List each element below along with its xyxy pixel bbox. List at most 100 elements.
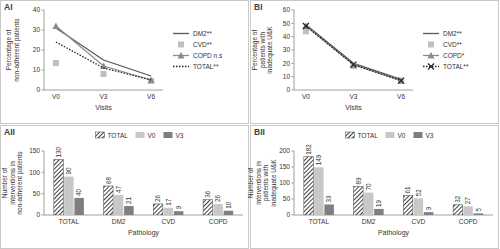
y-tick (292, 23, 295, 24)
series-marker (350, 61, 357, 67)
y-tick-label: 0 (36, 211, 40, 218)
data-label: 182 (305, 144, 312, 155)
bar (374, 209, 383, 215)
series-marker (52, 23, 59, 30)
legend-label: TOTAL (108, 132, 129, 139)
y-axis-label: Number ofinterventions inpatients within… (247, 159, 278, 207)
y-tick (42, 50, 45, 51)
legend-label: V0 (398, 132, 406, 139)
plot-area (302, 23, 404, 84)
x-tick-label: CVD (412, 218, 426, 225)
y-tick-label: 100 (279, 179, 290, 186)
legend: DM2**CVD**COPD n.sTOTAL** (173, 30, 223, 70)
legend-marker (428, 42, 434, 48)
series-line (56, 28, 151, 76)
x-tick-label: V0 (52, 93, 60, 100)
legend-label: TOTAL** (443, 63, 469, 70)
y-axis-label-line: inadequate U&K (270, 159, 278, 207)
legend-marker (428, 52, 435, 59)
bar (324, 204, 333, 215)
x-axis-label: Pathology (378, 229, 410, 237)
x-axis-line (294, 215, 493, 216)
legend-marker (428, 64, 434, 70)
y-tick (292, 36, 295, 37)
y-axis-label-line: non-adherent patients (16, 151, 24, 215)
legend-label: TOTAL (358, 132, 379, 139)
legend: DM2**CVD**COPD*TOTAL** (423, 30, 469, 70)
data-label: 19 (375, 199, 382, 207)
series-line (56, 26, 151, 80)
x-tick-label: V6 (397, 93, 405, 100)
y-tick (292, 151, 295, 152)
series-marker (53, 60, 59, 66)
x-tick-label: TOTAL (309, 218, 330, 225)
legend-label: DM2** (193, 30, 212, 37)
panel-title: AII (4, 127, 15, 137)
legend-swatch (136, 132, 145, 138)
series-marker (398, 78, 404, 84)
legend: TOTALV0V3 (346, 132, 434, 139)
y-axis-label: Percentage ofpatients withinadequate U&K (251, 26, 274, 74)
x-axis-line (294, 90, 413, 91)
legend-swatch (164, 132, 173, 138)
x-axis-line (44, 90, 163, 91)
x-tick-label: CVD (162, 218, 176, 225)
y-tick (292, 76, 295, 77)
legend-label: DM2** (443, 30, 462, 37)
bar (304, 157, 313, 215)
data-label: 32 (454, 195, 461, 203)
y-tick-label: 50 (33, 190, 41, 197)
data-label: 36 (204, 190, 211, 198)
plot-area (52, 23, 154, 85)
data-label: 52 (415, 189, 422, 197)
data-label: 9 (425, 206, 432, 210)
figure: AIPercentage ofnon-adherent patients0102… (0, 0, 500, 249)
series-line (306, 26, 401, 81)
legend-swatch (96, 132, 105, 138)
x-tick-label: TOTAL (59, 218, 80, 225)
y-tick (292, 199, 295, 200)
series-marker (101, 71, 107, 77)
y-tick-label: 0 (286, 86, 290, 93)
y-axis-label-line: interventions in (9, 161, 16, 205)
y-tick (292, 50, 295, 51)
bar (314, 167, 323, 215)
data-label: 9 (175, 205, 182, 209)
y-tick (292, 183, 295, 184)
y-tick-label: 50 (283, 195, 291, 202)
y-axis-line (44, 151, 45, 215)
y-tick-label: 0 (36, 86, 40, 93)
data-label: 40 (75, 188, 82, 196)
bar (354, 187, 363, 215)
panel-border (1, 126, 249, 249)
bar (224, 211, 233, 215)
x-tick-label: COPD (459, 218, 478, 225)
bar (474, 213, 483, 215)
data-label: 27 (464, 197, 471, 205)
data-label: 130 (55, 147, 62, 158)
legend-label: V0 (148, 132, 156, 139)
y-axis-label-line: non-adherent patients (13, 18, 21, 82)
data-label: 10 (225, 201, 232, 209)
plot-area (54, 160, 233, 215)
y-tick-label: 40 (283, 33, 291, 40)
panel: BIPercentage ofpatients withinadequate U… (251, 1, 499, 124)
bar (174, 211, 183, 215)
data-label: 26 (214, 194, 221, 202)
legend-line (173, 66, 189, 67)
y-tick (292, 10, 295, 11)
y-axis-label-line: Number of (247, 168, 254, 199)
y-tick (42, 70, 45, 71)
panel: BIINumber ofinterventions inpatients wit… (247, 126, 499, 249)
y-tick (42, 215, 45, 216)
legend-label: COPD n.s (193, 52, 223, 59)
y-tick-label: 40 (33, 6, 41, 13)
data-label: 61 (404, 186, 411, 194)
panel: AIPercentage ofnon-adherent patients0102… (1, 1, 249, 124)
plot-area (304, 157, 483, 215)
y-axis-label-line: interventions in (255, 161, 262, 205)
bar (453, 205, 462, 215)
legend-line (173, 33, 189, 34)
series-marker (302, 23, 309, 30)
y-tick-label: 10 (283, 73, 291, 80)
